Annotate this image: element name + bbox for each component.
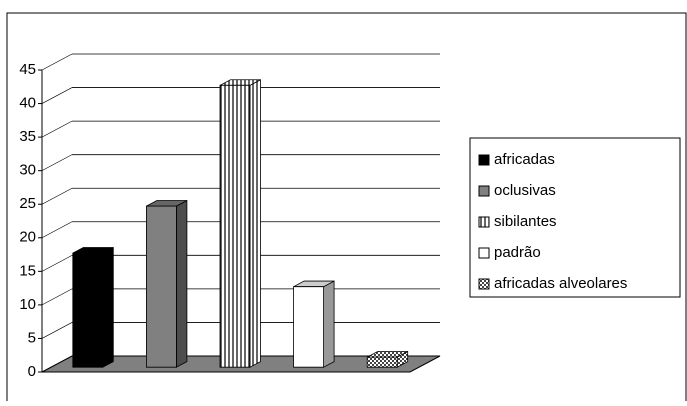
bar (293, 280, 335, 368)
grid-line (41, 355, 73, 373)
bar-side (323, 280, 335, 368)
y-tick-label: 45 (19, 61, 36, 78)
bar-side (175, 199, 188, 368)
y-tick-label: 30 (19, 162, 36, 179)
legend-swatch (478, 185, 490, 197)
legend (469, 137, 681, 298)
legend-swatch (478, 247, 490, 259)
bar-side (249, 79, 261, 368)
bar-front (293, 286, 325, 368)
bar (72, 246, 114, 368)
y-tick-label: 40 (19, 95, 36, 112)
y-tick-label: 15 (19, 262, 36, 279)
grid-line (41, 255, 73, 272)
legend-swatch (478, 278, 490, 290)
grid-line (41, 187, 73, 205)
legend-label: sibilantes (494, 213, 557, 230)
grid-line (41, 322, 73, 339)
y-tick-label: 20 (19, 229, 36, 246)
bar-front (366, 356, 398, 368)
legend-label: oclusivas (494, 182, 556, 199)
bar (145, 199, 188, 368)
y-tick-label: 5 (28, 329, 36, 346)
y-tick-label: 10 (19, 296, 36, 313)
bar-front (72, 252, 104, 368)
grid-line (41, 53, 73, 71)
chart-border (6, 12, 687, 406)
grid-line (41, 154, 73, 171)
y-tick-label: 0 (28, 363, 36, 380)
bar (366, 350, 409, 368)
legend-swatch (478, 154, 490, 166)
bar-side (102, 246, 114, 368)
legend-label: padrão (494, 244, 541, 261)
y-tick-label: 25 (19, 195, 36, 212)
y-tick-label: 35 (19, 128, 36, 145)
legend-label: africadas (494, 151, 555, 168)
legend-label: africadas alveolares (494, 275, 627, 292)
bar-front (145, 205, 177, 368)
bar (219, 79, 261, 368)
grid-line (41, 120, 73, 138)
bar-front (219, 84, 251, 368)
grid-line (41, 221, 73, 239)
grid-line (41, 288, 73, 306)
grid-line (41, 87, 73, 104)
legend-swatch (478, 216, 490, 228)
